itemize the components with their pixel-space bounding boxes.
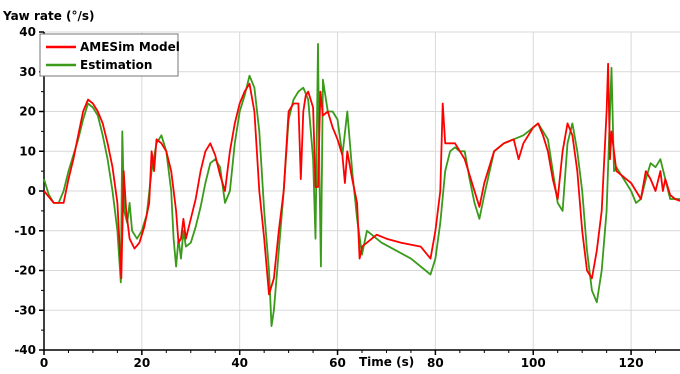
tick-labels: 0 20 40 60 80 100 120 -40 -30 -20 -10 0 10 20 30 40 [14,25,643,370]
ticks [39,31,657,355]
legend-label-estimation: Estimation [80,58,152,72]
x-tick-label: 20 [133,356,150,370]
x-tick-label: 40 [231,356,248,370]
y-tick-label: -10 [14,224,36,238]
x-axis-title-bg [356,353,422,370]
y-tick-label: 20 [19,105,36,119]
y-tick-label: -20 [14,264,36,278]
y-tick-label: -30 [14,303,36,317]
y-tick-label: 0 [28,184,36,198]
legend-label-amesim: AMESim Model [80,40,180,54]
legend-box [39,33,179,77]
y-tick-label: 10 [19,144,36,158]
x-axis-title: Time (s) [359,355,414,369]
series-line-estimation [43,43,680,328]
series-line-amesim [43,62,680,296]
y-tick-label: 30 [19,65,36,79]
x-tick-label: 0 [40,356,48,370]
series-layer [43,43,680,328]
x-tick-label: 80 [427,356,444,370]
x-tick-label: 100 [521,356,546,370]
grid [44,31,680,350]
x-tick-label: 60 [329,356,346,370]
y-axis-title: Yaw rate (°/s) [2,9,95,23]
legend: AMESim Model Estimation [39,33,180,77]
y-tick-label: -40 [14,343,36,357]
y-tick-label: 40 [19,25,36,39]
x-tick-label: 120 [619,356,644,370]
